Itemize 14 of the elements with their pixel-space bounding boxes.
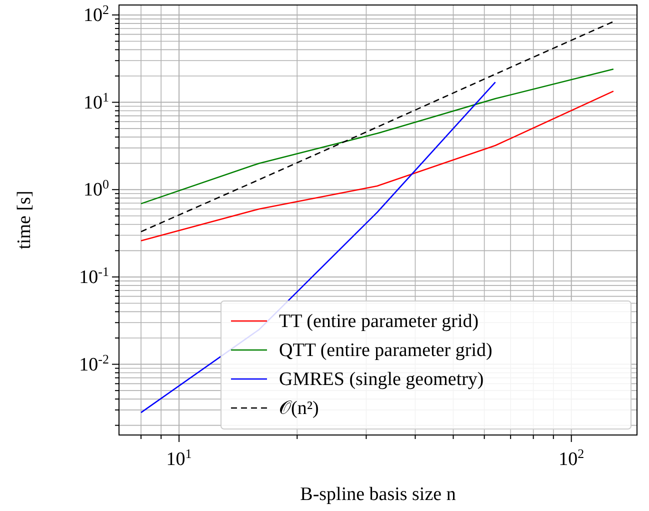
line-series [140, 20, 614, 232]
legend-label: TT (entire parameter grid) [279, 311, 479, 332]
legend-label: QTT (entire parameter grid) [279, 340, 492, 361]
y-tick-label: 10$^{-2}$ [79, 350, 109, 376]
y-tick-label: 10$^{-1}$ [79, 263, 109, 288]
legend-label: GMRES (single geometry) [279, 369, 484, 390]
y-axis-title: time [s] [14, 190, 35, 250]
y-tick-label: 10$^{0}$ [84, 176, 109, 201]
x-axis-title: B-spline basis size n [300, 484, 456, 505]
y-tick-label: 10$^{1}$ [84, 88, 109, 114]
y-tick-label: 10$^{2}$ [84, 1, 109, 26]
line-series [140, 68, 614, 204]
line-series [140, 90, 614, 242]
legend-label: 𝒪(n²) [279, 398, 319, 419]
